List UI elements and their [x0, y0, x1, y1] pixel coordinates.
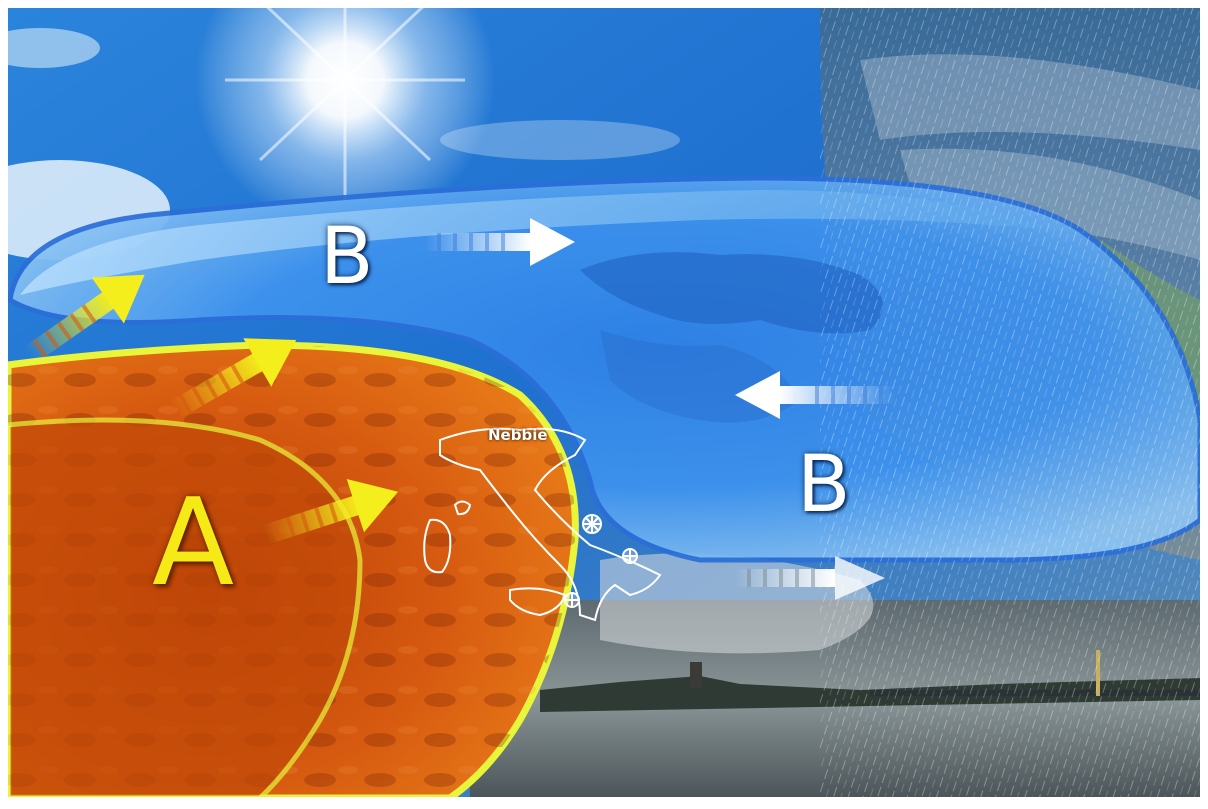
low-pressure-band: [20, 190, 1050, 295]
wind-arrow-icon: [735, 371, 895, 419]
italy-outline: [423, 427, 662, 622]
high-pressure-core: [5, 417, 363, 801]
tower: [690, 662, 702, 688]
snowflake-icon: [564, 592, 580, 608]
high-pressure-label: A: [152, 474, 235, 613]
wind-arrow-icon: [170, 338, 297, 419]
sun-rays: [225, 0, 465, 200]
landmass: [580, 252, 883, 334]
wind-arrow-icon: [735, 556, 885, 600]
snowflake-icon: [622, 548, 638, 564]
cloud: [0, 28, 100, 68]
snowflake-icon: [582, 514, 602, 534]
low-pressure-label: B: [320, 212, 374, 302]
wind-arrow-icon: [425, 218, 575, 266]
fog-label: Nebbie: [488, 426, 548, 444]
wind-arrow-icon: [261, 479, 399, 545]
cloud: [440, 120, 680, 160]
wind-arrow-icon: [24, 274, 145, 364]
low-pressure-label: B: [797, 440, 851, 530]
